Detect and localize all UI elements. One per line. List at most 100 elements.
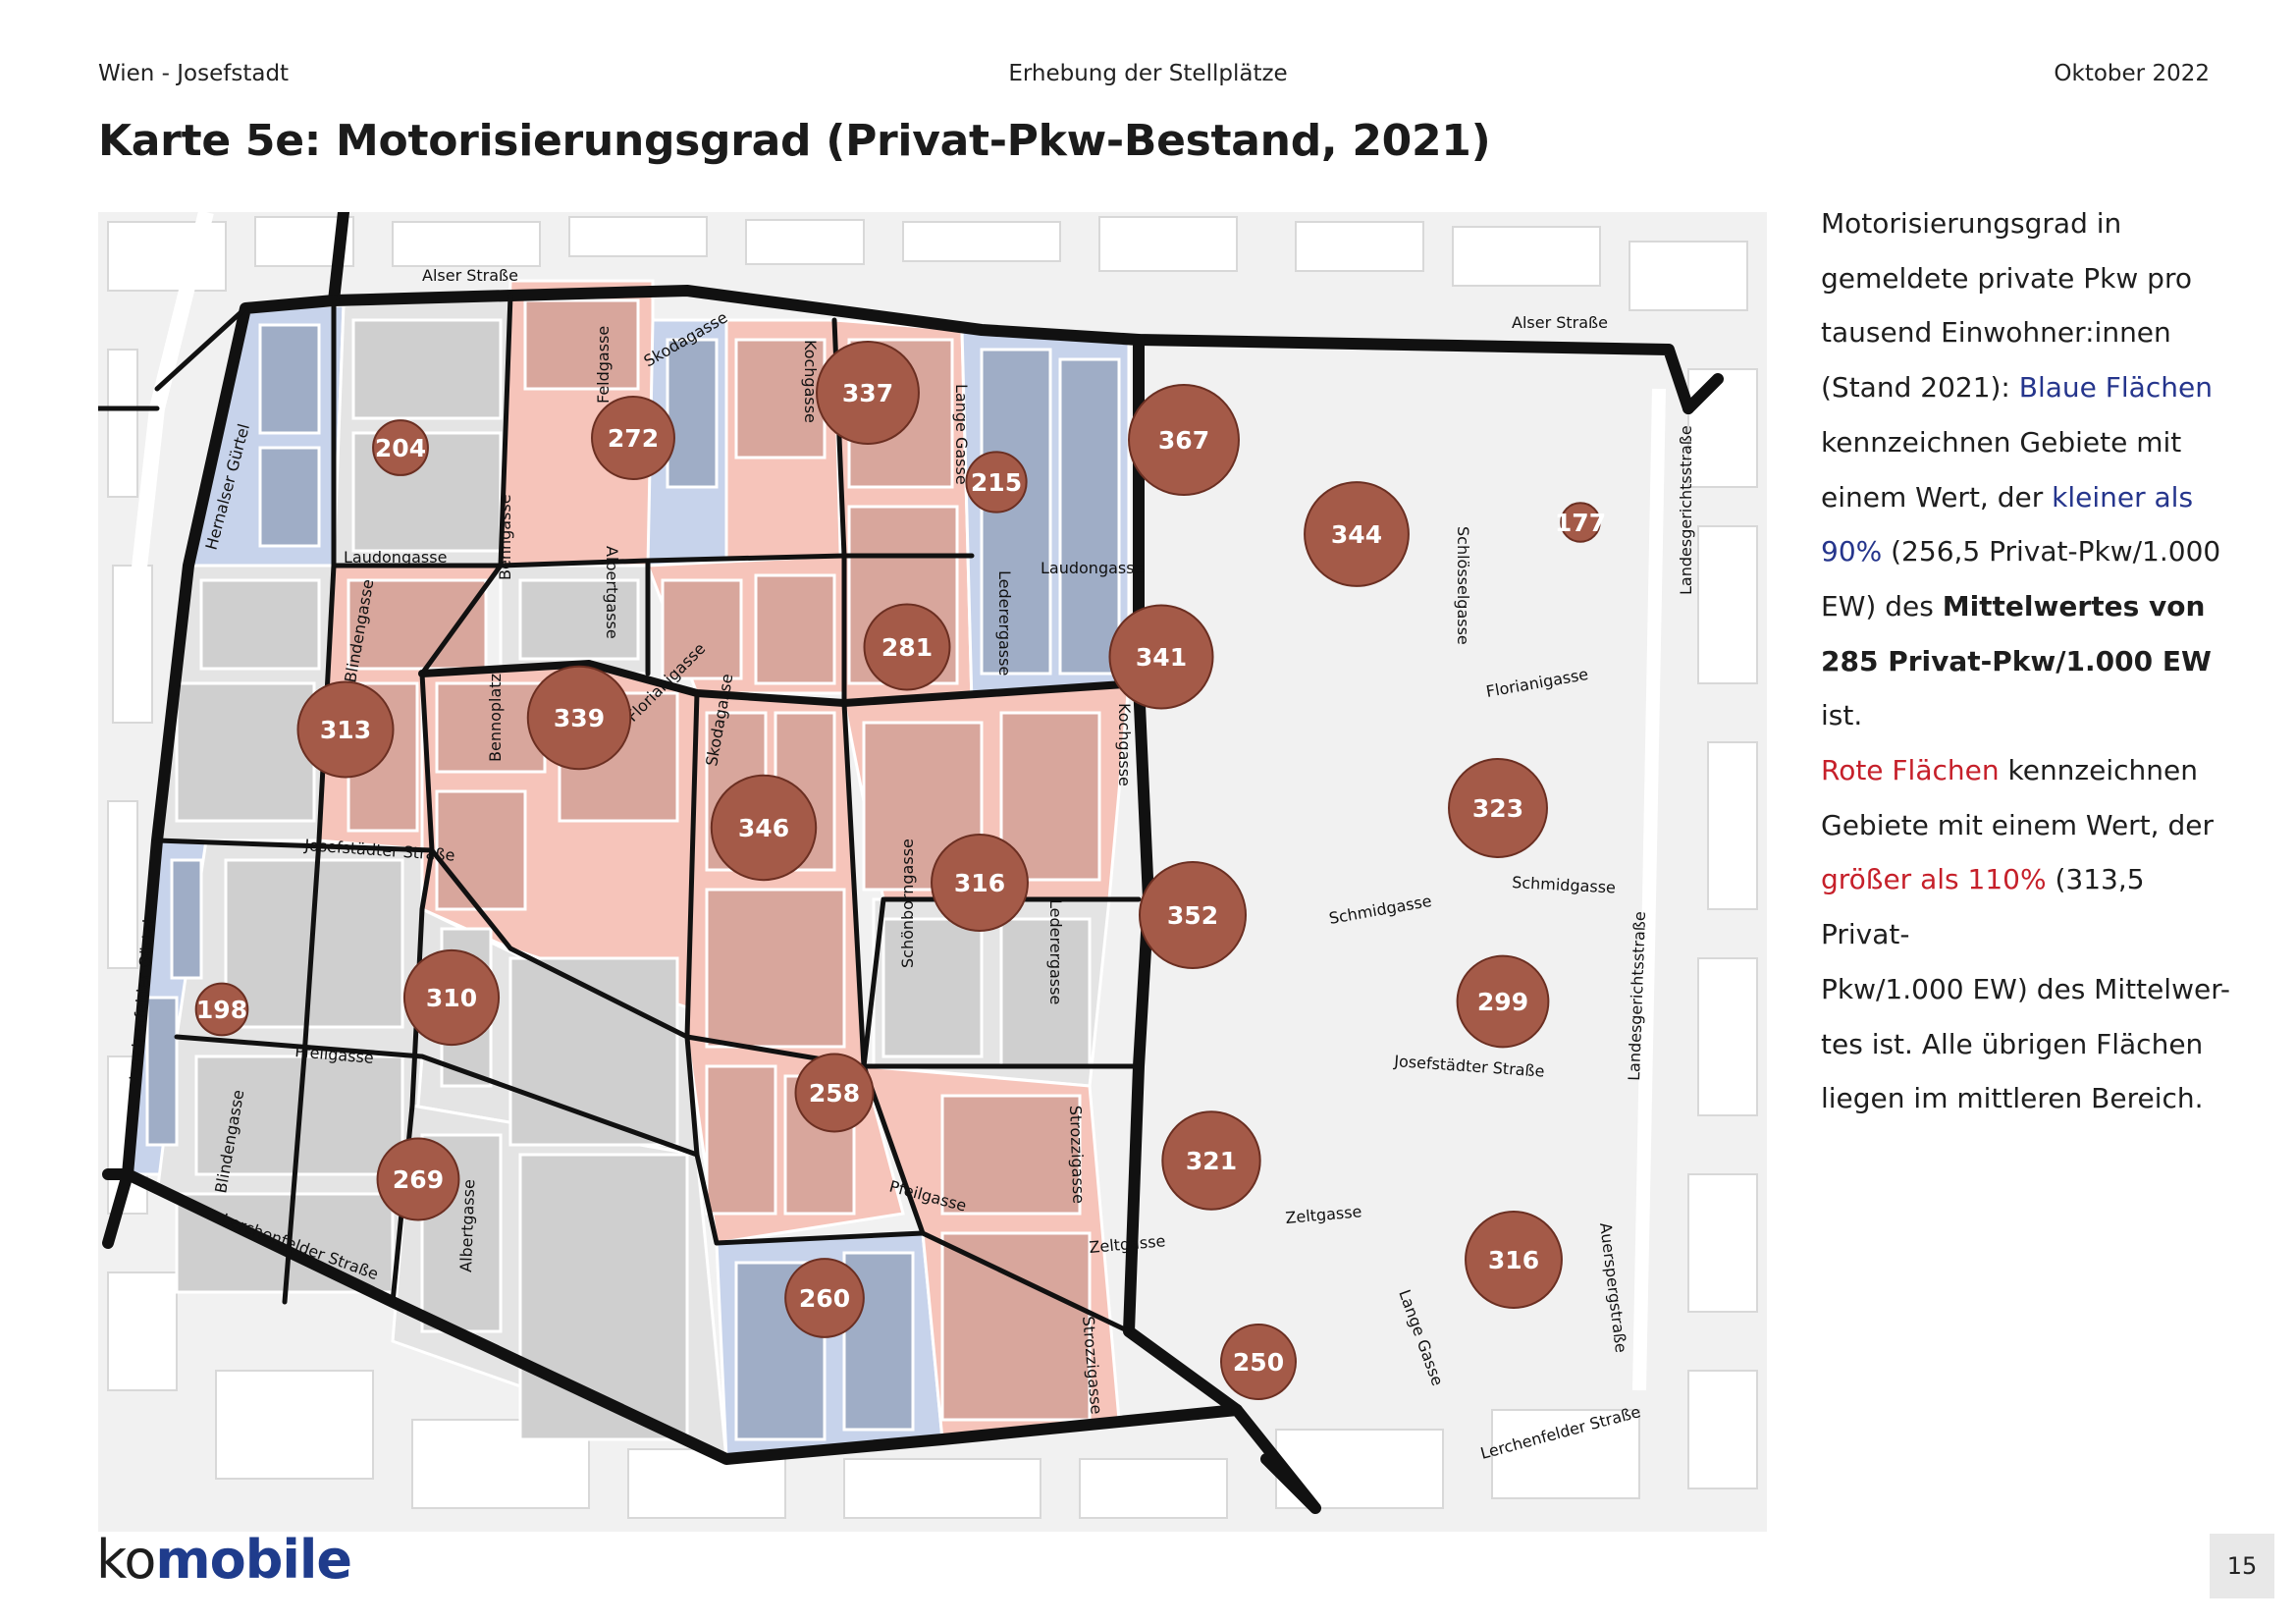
value-circle [863,603,951,691]
legend-line: kennzeichnen Gebiete mit [1821,425,2182,459]
value-label: 339 [554,704,605,732]
value-circle [1128,384,1240,496]
legend-text-span: (Stand 2021): [1821,371,2019,405]
value-circle [794,1053,875,1133]
value-circle [1465,1211,1563,1309]
legend-line: liegen im mittleren Bereich. [1821,1082,2204,1115]
legend-mean-value: 285 Privat-Pkw/1.000 EW [1821,644,2212,677]
value-circle [965,451,1028,514]
legend-line: gemeldete private Pkw pro [1821,261,2192,295]
legend-line: Rote Flächen kennzeichnen [1821,743,2233,798]
value-circle [1161,1110,1261,1211]
value-circle [372,419,429,476]
value-label: 299 [1477,988,1528,1016]
street-label: Lange Gasse [952,384,971,485]
legend-line: (Stand 2021): Blaue Flächen [1821,360,2233,415]
page-number: 15 [2210,1534,2274,1598]
street-label: Benngasse [496,494,514,580]
map-title: Karte 5e: Motorisierungsgrad (Privat-Pkw… [98,116,1491,166]
street-label: Laudongasse [344,548,447,567]
street-label: Landesgerichtsstraße [1677,425,1695,595]
value-label: 337 [842,379,893,407]
value-label: 281 [881,633,933,662]
value-circle [591,396,675,480]
street-label: Alser Straße [422,266,518,285]
legend-90-percent: 90% [1821,535,1883,568]
value-circle [526,665,632,771]
value-label: 352 [1167,901,1218,930]
value-label: 341 [1136,643,1187,672]
legend-line: EW) des Mittelwertes von [1821,579,2233,634]
value-label: 346 [738,814,789,842]
value-circle [784,1258,865,1338]
legend-line: tes ist. Alle übrigen Flächen [1821,1027,2204,1060]
value-label: 310 [426,984,477,1012]
value-circle [296,680,395,779]
value-label: 177 [1555,509,1606,537]
legend-larger-than: größer als 110% [1821,863,2047,896]
value-label: 313 [320,716,371,744]
legend-line: 90% (256,5 Privat-Pkw/1.000 [1821,524,2233,579]
value-label: 215 [971,468,1022,497]
legend-text-span: (313,5 Privat- [1821,863,2145,951]
legend-text-span: kennzeichnen [1999,754,2198,787]
street-label: Albertgasse [456,1179,478,1272]
komobile-logo: komobile [96,1534,352,1587]
legend-smaller-than: kleiner als [2052,480,2194,514]
value-circle [710,774,818,882]
legend-line: größer als 110% (313,5 Privat- [1821,852,2233,961]
value-label: 316 [1488,1246,1539,1274]
value-label: 367 [1158,426,1209,455]
value-label: 260 [799,1284,850,1313]
value-circle [816,341,920,445]
street-label: Kochgasse [801,340,820,423]
value-label: 344 [1331,520,1382,549]
header-date: Oktober 2022 [2054,61,2210,86]
legend-line: 285 Privat-Pkw/1.000 EW ist. [1821,634,2233,743]
logo-part-mobile: mobile [155,1529,352,1591]
street-label: Kochgasse [1115,703,1134,786]
legend-text-span: ist. [1821,699,1863,732]
value-circles: 204 272 337 215 367 344 177 313 339 281 341 346 316 3… [194,341,1606,1400]
street-label: Laudongasse [1041,559,1144,577]
value-circle [1304,481,1410,587]
street-label: Schlösselgasse [1454,526,1472,645]
value-label: 250 [1233,1348,1284,1377]
value-circle [1456,954,1550,1049]
legend-line: Motorisierungsgrad in [1821,207,2122,240]
value-circle [1138,860,1248,970]
header-document-title: Erhebung der Stellplätze [1008,61,1288,86]
value-circle [1560,502,1601,543]
logo-part-ko: ko [96,1529,156,1591]
street-label: Feldgasse [594,326,613,404]
legend-text-span: (256,5 Privat-Pkw/1.000 [1882,535,2221,568]
value-circle [931,834,1029,932]
value-label: 198 [196,996,247,1024]
legend-text-span: einem Wert, der [1821,480,2053,514]
street-label: Strozzigasse [1066,1105,1088,1204]
value-label: 258 [809,1079,860,1108]
header-location: Wien - Josefstadt [98,61,290,86]
legend-line: Gebiete mit einem Wert, der [1821,808,2214,841]
value-circle [376,1137,460,1221]
legend-mean-label: Mittelwertes von [1942,589,2206,622]
legend-red-areas: Rote Flächen [1821,754,2000,787]
value-circle [402,948,501,1047]
street-label: Schönborngasse [898,839,917,968]
value-circle [1108,604,1214,710]
legend-blue-areas: Blaue Flächen [2018,371,2213,405]
legend-text: Motorisierungsgrad in gemeldete private … [1821,196,2233,1126]
legend-line: tausend Einwohner:innen [1821,316,2171,350]
value-label: 269 [393,1165,444,1194]
value-label: 323 [1472,794,1523,823]
district-boundaries [98,212,1724,1514]
street-label: Albertgasse [603,546,621,639]
street-label: Bennoplatz [486,674,505,762]
value-label: 272 [608,424,659,453]
street-label: Lederergasse [995,570,1014,676]
street-label: Lederergasse [1046,899,1065,1004]
value-label: 316 [954,869,1005,897]
value-circle [1448,758,1548,858]
legend-text-span: EW) des [1821,589,1943,622]
value-label: 321 [1186,1147,1237,1175]
